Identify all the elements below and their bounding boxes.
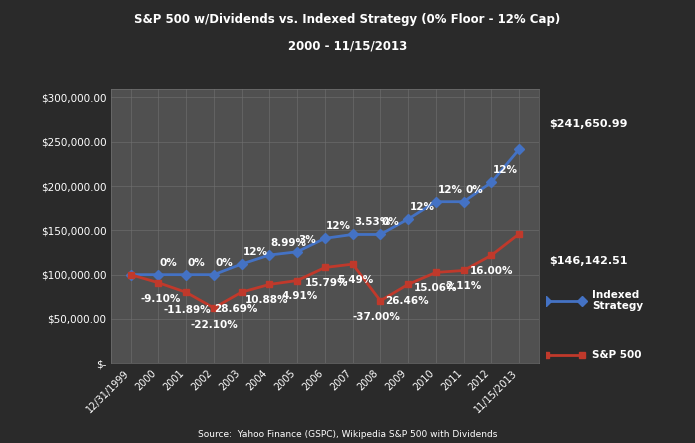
S&P 500 bbox=[348, 261, 357, 267]
S&P 500 bbox=[487, 253, 496, 258]
Indexed
Strategy bbox=[404, 216, 412, 222]
Text: 15.79%: 15.79% bbox=[304, 278, 348, 288]
Text: Source:  Yahoo Finance (GSPC), Wikipedia S&P 500 with Dividends: Source: Yahoo Finance (GSPC), Wikipedia … bbox=[198, 430, 497, 439]
Text: 12%: 12% bbox=[437, 185, 462, 194]
S&P 500 bbox=[238, 289, 246, 295]
S&P 500 bbox=[376, 298, 384, 303]
Indexed
Strategy bbox=[459, 199, 468, 204]
S&P 500 bbox=[321, 265, 329, 270]
Text: 5.49%: 5.49% bbox=[337, 275, 374, 285]
Text: $146,142.51: $146,142.51 bbox=[549, 256, 628, 266]
S&P 500 bbox=[459, 268, 468, 273]
Text: S&P 500 w/Dividends vs. Indexed Strategy (0% Floor - 12% Cap): S&P 500 w/Dividends vs. Indexed Strategy… bbox=[134, 13, 561, 26]
Text: -22.10%: -22.10% bbox=[190, 320, 238, 330]
Text: 0%: 0% bbox=[215, 257, 233, 268]
Text: 28.69%: 28.69% bbox=[215, 303, 258, 314]
S&P 500 bbox=[154, 280, 163, 285]
Text: 2000 - 11/15/2013: 2000 - 11/15/2013 bbox=[288, 40, 407, 53]
Line: Indexed
Strategy: Indexed Strategy bbox=[127, 146, 523, 278]
Text: 0%: 0% bbox=[160, 257, 177, 268]
Indexed
Strategy bbox=[265, 253, 274, 258]
S&P 500 bbox=[210, 305, 218, 311]
Text: -9.10%: -9.10% bbox=[141, 294, 181, 304]
Text: 12%: 12% bbox=[493, 165, 518, 175]
Text: 3.53%: 3.53% bbox=[354, 218, 391, 227]
Text: 15.06%: 15.06% bbox=[414, 283, 458, 293]
Text: 4.91%: 4.91% bbox=[281, 291, 318, 301]
Text: -11.89%: -11.89% bbox=[164, 305, 211, 315]
Indexed
Strategy bbox=[321, 236, 329, 241]
Text: 8.99%: 8.99% bbox=[271, 238, 306, 248]
Line: S&P 500: S&P 500 bbox=[127, 230, 523, 311]
Indexed
Strategy bbox=[432, 199, 440, 204]
Text: Indexed
Strategy: Indexed Strategy bbox=[592, 290, 644, 311]
Text: 16.00%: 16.00% bbox=[470, 266, 513, 276]
Indexed
Strategy bbox=[293, 249, 302, 254]
S&P 500 bbox=[293, 278, 302, 283]
Text: 12%: 12% bbox=[243, 247, 268, 257]
Indexed
Strategy bbox=[515, 147, 523, 152]
Text: 26.46%: 26.46% bbox=[385, 296, 429, 306]
S&P 500 bbox=[182, 290, 190, 295]
S&P 500 bbox=[515, 231, 523, 237]
Indexed
Strategy bbox=[210, 272, 218, 277]
Text: 0%: 0% bbox=[188, 257, 205, 268]
Text: 0%: 0% bbox=[465, 185, 483, 194]
S&P 500 bbox=[126, 272, 135, 277]
Text: 12%: 12% bbox=[326, 221, 351, 231]
Text: $241,650.99: $241,650.99 bbox=[549, 119, 628, 129]
Indexed
Strategy bbox=[126, 272, 135, 277]
S&P 500 bbox=[404, 282, 412, 287]
Text: -37.00%: -37.00% bbox=[352, 312, 400, 323]
S&P 500 bbox=[432, 270, 440, 275]
Indexed
Strategy bbox=[238, 261, 246, 267]
S&P 500 bbox=[265, 282, 274, 287]
Indexed
Strategy bbox=[376, 232, 384, 237]
Indexed
Strategy bbox=[487, 180, 496, 185]
Text: 10.88%: 10.88% bbox=[245, 295, 288, 305]
Text: 3%: 3% bbox=[299, 235, 316, 245]
Text: S&P 500: S&P 500 bbox=[592, 350, 641, 360]
Text: 12%: 12% bbox=[409, 202, 434, 212]
Text: 0%: 0% bbox=[382, 218, 400, 227]
Indexed
Strategy bbox=[154, 272, 163, 277]
Indexed
Strategy bbox=[348, 232, 357, 237]
Text: 2.11%: 2.11% bbox=[445, 281, 482, 291]
Indexed
Strategy bbox=[182, 272, 190, 277]
